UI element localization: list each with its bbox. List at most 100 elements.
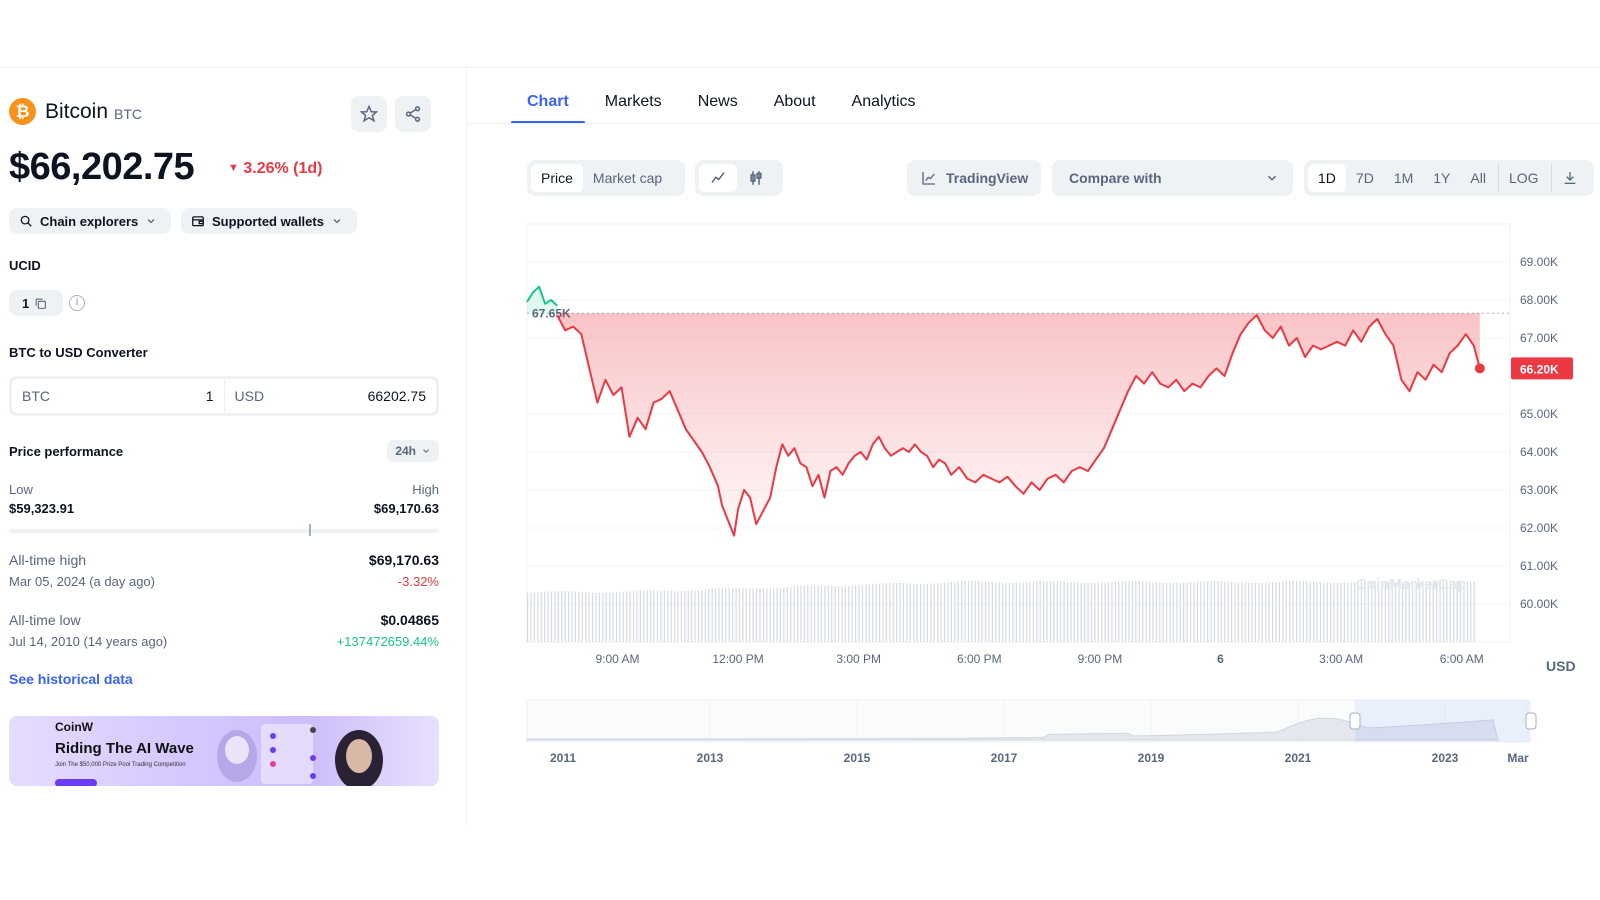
download-chart-button[interactable] (1550, 164, 1588, 192)
volume-bar (615, 592, 618, 642)
chevron-down-icon (147, 219, 155, 224)
volume-bar (964, 581, 966, 642)
converter-to-amount[interactable]: 66202.75 (367, 388, 426, 404)
panel-divider (466, 68, 467, 825)
volume-bar (841, 586, 843, 642)
x-tick-label: 3:00 PM (836, 652, 881, 666)
volume-bar (1401, 582, 1404, 642)
tradingview-button[interactable]: TradingView (907, 160, 1041, 196)
volume-bar (742, 588, 744, 642)
tab-analytics[interactable]: Analytics (851, 93, 916, 110)
download-icon (1564, 172, 1575, 184)
watchlist-star-button[interactable] (351, 96, 387, 132)
x-tick-label: 6 (1217, 652, 1224, 666)
volume-bar (861, 585, 864, 642)
range-1d-button[interactable]: 1D (1308, 164, 1346, 192)
volume-bar (1354, 582, 1356, 642)
volume-bar (735, 587, 737, 642)
chain-explorers-dropdown[interactable]: Chain explorers (9, 208, 171, 234)
volume-bar (1470, 581, 1472, 642)
volume-bar (810, 585, 812, 642)
ucid-copy-button[interactable]: 1 (9, 290, 63, 316)
volume-bar (605, 592, 607, 642)
info-icon[interactable]: i (69, 295, 85, 311)
banner-cta-button[interactable] (55, 779, 97, 786)
volume-bar (796, 585, 799, 642)
star-icon (360, 105, 378, 123)
navigator-selection[interactable] (1355, 700, 1531, 742)
navigator-left-handle[interactable] (1349, 712, 1361, 730)
converter-from-amount[interactable]: 1 (205, 388, 214, 404)
volume-bar (561, 591, 563, 642)
volume-bar (1135, 581, 1137, 642)
navigator-right-handle[interactable] (1525, 712, 1537, 730)
share-button[interactable] (395, 96, 431, 132)
y-tick-label: 67.00K (1520, 331, 1558, 345)
volume-bar (1463, 581, 1465, 642)
range-all-button[interactable]: All (1470, 170, 1486, 186)
log-scale-button[interactable]: LOG (1497, 164, 1549, 192)
volume-bar (834, 586, 836, 642)
volume-bar (1118, 581, 1120, 642)
converter-to-field[interactable]: USD 66202.75 (225, 379, 437, 413)
line-chart-button[interactable] (699, 164, 737, 192)
atl-label: All-time low (9, 612, 81, 628)
performance-period-value: 24h (395, 444, 416, 458)
volume-bar (1084, 582, 1086, 642)
volume-bar (902, 583, 905, 642)
tab-news[interactable]: News (697, 93, 738, 110)
range-1m-button[interactable]: 1M (1393, 170, 1414, 186)
volume-bar (851, 585, 853, 642)
volume-bar (814, 585, 816, 642)
volume-bar (1189, 582, 1192, 642)
tab-about[interactable]: About (773, 93, 816, 110)
volume-bar (1282, 581, 1284, 642)
volume-bar (882, 583, 884, 642)
tab-markets[interactable]: Markets (604, 93, 662, 110)
y-tick-label: 61.00K (1520, 559, 1558, 573)
volume-bar (591, 592, 594, 642)
volume-bar (1292, 581, 1294, 642)
volume-bar (571, 591, 573, 642)
volume-bar (1446, 581, 1448, 642)
current-price: $66,202.75 (9, 146, 195, 188)
supported-wallets-dropdown[interactable]: Supported wallets (181, 208, 357, 234)
volume-bar (940, 582, 942, 642)
volume-bar (677, 591, 679, 642)
volume-bar (759, 588, 761, 642)
range-7d-button[interactable]: 7D (1355, 170, 1374, 186)
price-area-fill-up (527, 286, 558, 314)
volume-bar (1090, 583, 1093, 642)
volume-bar (1114, 581, 1116, 642)
volume-bar (1316, 582, 1318, 642)
volume-bar (609, 592, 611, 642)
historical-data-link[interactable]: See historical data (9, 671, 133, 687)
volume-bar (540, 592, 542, 642)
candlestick-chart-button[interactable] (737, 164, 775, 192)
volume-bar (1148, 581, 1151, 642)
volume-bar (1261, 582, 1263, 642)
volume-bar (1326, 582, 1328, 642)
y-tick-label: 69.00K (1520, 255, 1558, 269)
market-cap-toggle-button[interactable]: Market cap (592, 170, 663, 186)
price-toggle-button[interactable]: Price (531, 164, 583, 192)
tab-chart[interactable]: Chart (511, 85, 585, 124)
x-tick-label: 6:00 AM (1440, 652, 1484, 666)
volume-bar (1213, 581, 1216, 642)
volume-bar (1395, 581, 1397, 642)
performance-period-dropdown[interactable]: 24h (387, 440, 439, 462)
volume-bar (691, 590, 693, 642)
banner-title: Riding The AI Wave (55, 740, 194, 757)
compare-with-dropdown[interactable]: Compare with (1052, 160, 1293, 196)
volume-bar (1217, 581, 1219, 642)
volume-bar (1097, 582, 1099, 642)
navigator-area (526, 717, 1499, 741)
volume-bar (547, 591, 549, 642)
coinw-ad-banner[interactable]: CoinW Riding The AI Wave Join The $50,00… (9, 716, 439, 786)
converter-from-field[interactable]: BTC 1 (12, 379, 224, 413)
volume-bar (632, 590, 635, 642)
range-1y-button[interactable]: 1Y (1433, 170, 1451, 186)
converter-from-currency: BTC (22, 388, 50, 404)
coin-tabs: Chart Markets News About Analytics (511, 85, 952, 124)
